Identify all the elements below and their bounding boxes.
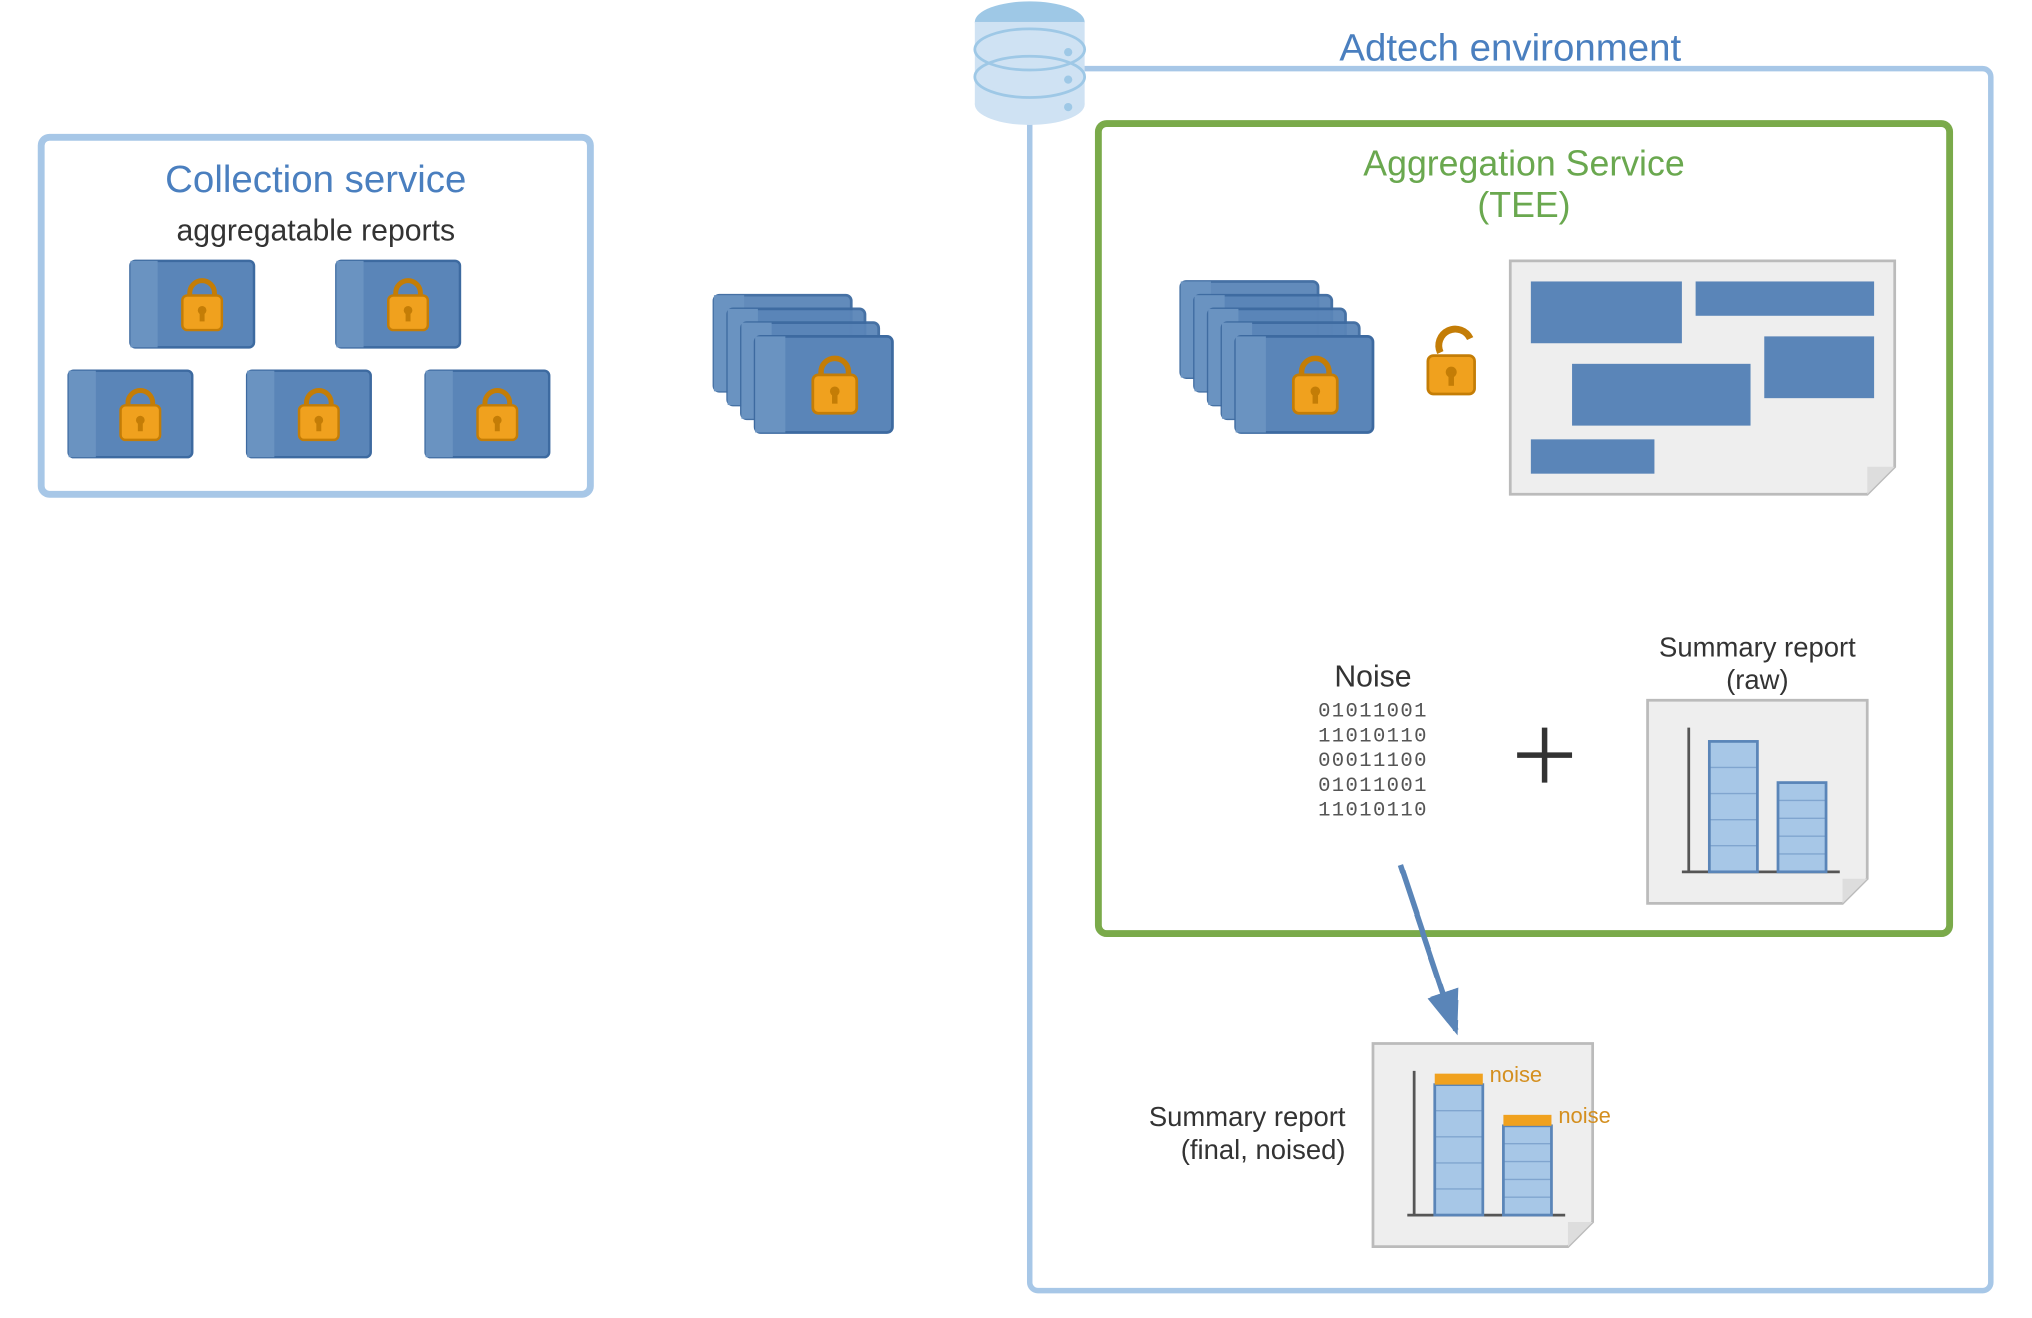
agg-title-1: Aggregation Service: [1363, 144, 1684, 184]
collection-title: Collection service: [165, 158, 466, 201]
tee-locked-reports-icon: [1181, 281, 1373, 432]
decrypted-data-doc: [1510, 261, 1894, 494]
database-icon: [975, 1, 1085, 125]
batched-reports-icon: [714, 295, 892, 432]
unlock-icon: [1428, 324, 1475, 394]
svg-text:01011001: 01011001: [1318, 701, 1428, 724]
svg-text:noise: noise: [1558, 1103, 1610, 1128]
summary-raw-chart: [1648, 700, 1868, 903]
summary-final-l1: Summary report: [1149, 1101, 1346, 1132]
summary-final-chart: noise noise: [1373, 1043, 1611, 1246]
svg-text:01011001: 01011001: [1318, 775, 1428, 798]
svg-text:00011100: 00011100: [1318, 750, 1428, 773]
svg-text:11010110: 11010110: [1318, 725, 1428, 748]
locked-reports-group: [69, 261, 550, 457]
summary-final-block: Summary report (final, noised) noisenois…: [1149, 1043, 1611, 1246]
adtech-title: Adtech environment: [1339, 26, 1681, 69]
arrow-tee-to-final: [1400, 865, 1455, 1030]
collection-subtitle: aggregatable reports: [176, 214, 455, 247]
summary-raw-l2: (raw): [1726, 664, 1788, 695]
summary-raw-block: Summary report (raw): [1648, 631, 1868, 903]
svg-text:noise: noise: [1490, 1062, 1542, 1087]
noise-label: Noise: [1334, 660, 1411, 693]
diagram-root: Adtech environment Collection service ag…: [0, 0, 2032, 1318]
noise-bits: 0101100111010110000111000101100111010110: [1318, 701, 1428, 823]
summary-final-l2: (final, noised): [1181, 1134, 1346, 1165]
summary-raw-l1: Summary report: [1659, 631, 1856, 662]
agg-title-2: (TEE): [1477, 185, 1570, 225]
svg-text:11010110: 11010110: [1318, 800, 1428, 823]
noise-block: Noise 0101100111010110000111000101100111…: [1318, 660, 1428, 822]
plus-icon: [1517, 728, 1572, 783]
